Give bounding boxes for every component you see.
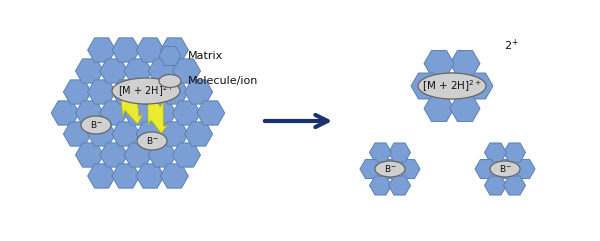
Text: B$^{-}$: B$^{-}$ (383, 163, 397, 174)
Polygon shape (197, 101, 225, 125)
Polygon shape (494, 160, 516, 179)
Polygon shape (51, 101, 79, 125)
Polygon shape (185, 122, 212, 146)
Polygon shape (159, 47, 181, 66)
Text: B$^{-}$: B$^{-}$ (499, 163, 511, 174)
Polygon shape (424, 95, 454, 121)
Ellipse shape (159, 74, 181, 87)
Ellipse shape (490, 161, 520, 177)
Polygon shape (136, 38, 164, 62)
Polygon shape (185, 80, 212, 104)
Polygon shape (172, 101, 200, 125)
Polygon shape (112, 38, 140, 62)
Polygon shape (124, 59, 152, 83)
Text: [M + 2H]$^{2+}$: [M + 2H]$^{2+}$ (118, 83, 174, 99)
Polygon shape (160, 122, 188, 146)
Text: Molecule/ion: Molecule/ion (188, 76, 259, 86)
Polygon shape (389, 143, 410, 162)
Polygon shape (398, 160, 420, 179)
Ellipse shape (375, 161, 405, 177)
Polygon shape (112, 122, 140, 146)
FancyArrowPatch shape (265, 115, 328, 127)
Polygon shape (484, 143, 506, 162)
Polygon shape (411, 73, 441, 99)
Text: B$^{-}$: B$^{-}$ (146, 135, 158, 147)
Polygon shape (136, 80, 164, 104)
Polygon shape (88, 38, 116, 62)
Polygon shape (64, 122, 91, 146)
Polygon shape (389, 176, 410, 195)
Polygon shape (76, 143, 104, 167)
Polygon shape (64, 80, 91, 104)
Polygon shape (76, 101, 104, 125)
Polygon shape (100, 59, 128, 83)
Polygon shape (172, 143, 200, 167)
Polygon shape (437, 73, 467, 99)
Polygon shape (112, 164, 140, 188)
Polygon shape (160, 38, 188, 62)
Polygon shape (100, 101, 128, 125)
Polygon shape (145, 93, 167, 134)
Text: B$^{-}$: B$^{-}$ (89, 120, 103, 130)
Polygon shape (450, 95, 480, 121)
Polygon shape (484, 176, 506, 195)
Ellipse shape (112, 78, 180, 104)
Polygon shape (88, 164, 116, 188)
Polygon shape (424, 51, 454, 76)
Ellipse shape (418, 73, 486, 99)
Polygon shape (513, 160, 535, 179)
Polygon shape (503, 143, 526, 162)
Polygon shape (160, 80, 188, 104)
Polygon shape (88, 80, 116, 104)
Text: [M + 2H]$^{2+}$: [M + 2H]$^{2+}$ (422, 78, 482, 94)
Polygon shape (463, 73, 493, 99)
Polygon shape (124, 101, 152, 125)
Text: Matrix: Matrix (188, 51, 223, 61)
Polygon shape (112, 80, 140, 104)
Polygon shape (124, 143, 152, 167)
Polygon shape (450, 51, 480, 76)
Polygon shape (360, 160, 382, 179)
Polygon shape (475, 160, 497, 179)
Polygon shape (379, 160, 401, 179)
Polygon shape (370, 143, 391, 162)
Ellipse shape (81, 116, 111, 134)
Polygon shape (136, 164, 164, 188)
Polygon shape (88, 122, 116, 146)
Ellipse shape (137, 132, 167, 150)
Polygon shape (100, 143, 128, 167)
Polygon shape (148, 143, 176, 167)
Polygon shape (370, 176, 391, 195)
Polygon shape (118, 82, 143, 124)
Polygon shape (136, 122, 164, 146)
Text: 2$^{+}$: 2$^{+}$ (504, 37, 519, 53)
Polygon shape (160, 164, 188, 188)
Polygon shape (76, 59, 104, 83)
Polygon shape (503, 176, 526, 195)
Polygon shape (148, 101, 176, 125)
Polygon shape (172, 59, 200, 83)
Polygon shape (148, 59, 176, 83)
